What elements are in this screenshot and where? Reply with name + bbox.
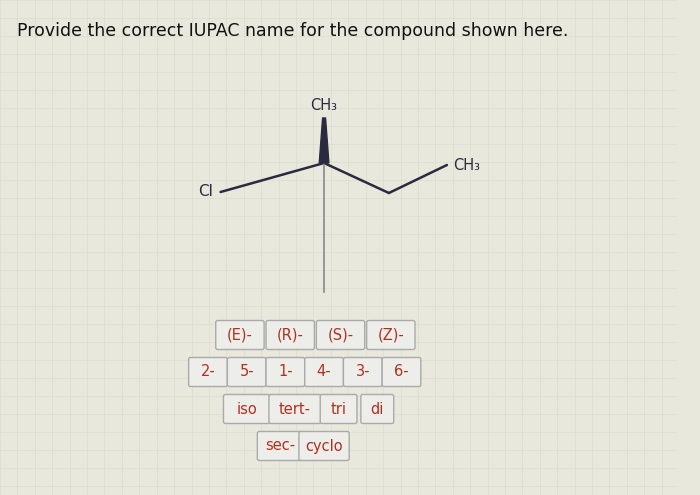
Text: iso: iso [237, 401, 257, 416]
Text: 6-: 6- [394, 364, 409, 380]
FancyBboxPatch shape [223, 395, 270, 424]
FancyBboxPatch shape [269, 395, 321, 424]
FancyBboxPatch shape [258, 432, 304, 460]
Text: (Z)-: (Z)- [377, 328, 404, 343]
Text: tert-: tert- [279, 401, 311, 416]
FancyBboxPatch shape [266, 320, 314, 349]
FancyBboxPatch shape [266, 357, 304, 387]
Text: 5-: 5- [239, 364, 254, 380]
FancyBboxPatch shape [316, 320, 365, 349]
Text: Provide the correct IUPAC name for the compound shown here.: Provide the correct IUPAC name for the c… [18, 22, 569, 40]
Text: 3-: 3- [356, 364, 370, 380]
Text: 2-: 2- [201, 364, 216, 380]
Text: tri: tri [330, 401, 346, 416]
FancyBboxPatch shape [216, 320, 264, 349]
Text: Cl: Cl [198, 185, 213, 199]
FancyBboxPatch shape [228, 357, 266, 387]
Text: (S)-: (S)- [328, 328, 354, 343]
FancyBboxPatch shape [188, 357, 228, 387]
FancyBboxPatch shape [367, 320, 415, 349]
FancyBboxPatch shape [320, 395, 357, 424]
Text: CH₃: CH₃ [453, 157, 480, 172]
Text: cyclo: cyclo [305, 439, 343, 453]
Text: (R)-: (R)- [276, 328, 304, 343]
FancyBboxPatch shape [382, 357, 421, 387]
Text: CH₃: CH₃ [311, 98, 337, 113]
Text: (E)-: (E)- [227, 328, 253, 343]
Text: sec-: sec- [265, 439, 295, 453]
FancyBboxPatch shape [344, 357, 382, 387]
Polygon shape [319, 118, 329, 163]
FancyBboxPatch shape [299, 432, 349, 460]
Text: di: di [370, 401, 384, 416]
Text: 4-: 4- [317, 364, 331, 380]
FancyBboxPatch shape [304, 357, 344, 387]
Text: 1-: 1- [278, 364, 293, 380]
FancyBboxPatch shape [360, 395, 393, 424]
